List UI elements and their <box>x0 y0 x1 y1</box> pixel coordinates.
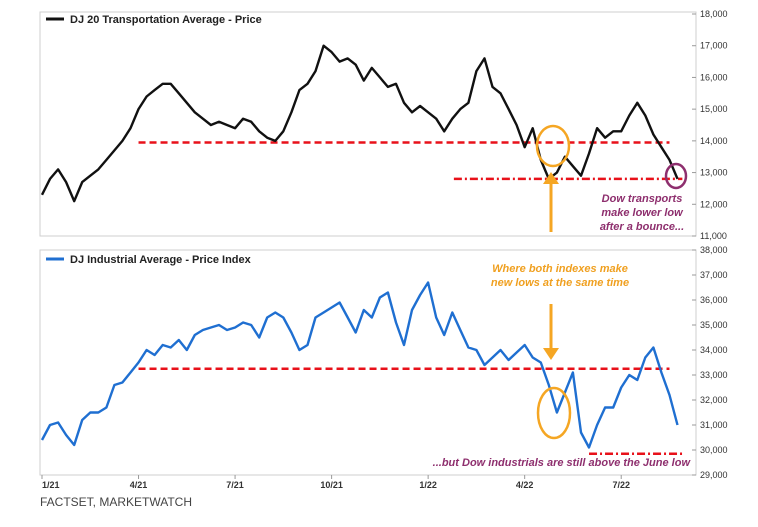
x-tick-label: 7/21 <box>226 480 244 490</box>
x-tick-label: 1/21 <box>42 480 60 490</box>
top-y-axis: 11,000 12,000 13,000 14,000 15,000 16,000 17,0… <box>692 9 728 241</box>
bottom-purple-note: ...but Dow industrials are still above t… <box>433 457 692 469</box>
top-y-tick-label: 14,000 <box>700 136 728 146</box>
bottom-y-tick-label: 32,000 <box>700 395 728 405</box>
bottom-orange-highlight-ellipse <box>536 386 572 440</box>
bottom-y-tick-label: 37,000 <box>700 270 728 280</box>
transportation-series-line <box>40 44 679 203</box>
bottom-legend-label: DJ Industrial Average - Price Index <box>70 254 252 266</box>
bottom-y-tick-label: 38,000 <box>700 245 728 255</box>
bottom-y-tick-label: 34,000 <box>700 345 728 355</box>
top-purple-highlight-ellipse <box>664 162 688 190</box>
top-y-tick-label: 12,000 <box>700 199 728 209</box>
top-legend-label: DJ 20 Transportation Average - Price <box>70 14 262 26</box>
top-y-tick-label: 13,000 <box>700 168 728 178</box>
top-panel-frame <box>39 11 697 237</box>
bottom-y-tick-label: 33,000 <box>700 370 728 380</box>
bottom-orange-note-line-1: Where both indexes make <box>492 263 628 275</box>
bottom-y-tick-label: 29,000 <box>700 470 728 480</box>
bottom-orange-note-line-2: new lows at the same time <box>491 277 629 289</box>
top-purple-note-line-1: Dow transports <box>602 193 683 205</box>
bottom-orange-arrow-head <box>543 348 559 360</box>
x-axis: 1/21 4/21 7/21 10/21 1/22 4/22 7/22 <box>41 475 630 490</box>
industrial-series-line <box>40 281 679 449</box>
bottom-y-tick-label: 30,000 <box>700 445 728 455</box>
bottom-reference-lines <box>138 367 683 455</box>
top-purple-note-line-2: make lower low <box>601 207 684 219</box>
x-tick-label: 1/22 <box>419 480 437 490</box>
bottom-y-tick-label: 31,000 <box>700 420 728 430</box>
top-orange-highlight-ellipse <box>535 124 571 168</box>
top-y-tick-label: 17,000 <box>700 41 728 51</box>
top-y-tick-label: 16,000 <box>700 72 728 82</box>
x-tick-label: 4/22 <box>516 480 534 490</box>
bottom-y-tick-label: 35,000 <box>700 320 728 330</box>
x-tick-label: 10/21 <box>320 480 343 490</box>
x-tick-label: 4/21 <box>130 480 148 490</box>
top-y-tick-label: 15,000 <box>700 104 728 114</box>
bottom-y-tick-label: 36,000 <box>700 295 728 305</box>
top-orange-arrow-head <box>543 172 559 184</box>
bottom-y-axis: 29,000 30,000 31,000 32,000 33,000 34,000 35,0… <box>692 245 728 480</box>
top-y-tick-label: 18,000 <box>700 9 728 19</box>
source-credit: FACTSET, MARKETWATCH <box>40 495 192 509</box>
top-purple-note-line-3: after a bounce... <box>600 221 684 233</box>
top-reference-lines <box>138 141 683 181</box>
top-y-tick-label: 11,000 <box>700 231 727 241</box>
x-tick-label: 7/22 <box>612 480 630 490</box>
bottom-panel-frame <box>39 249 697 476</box>
